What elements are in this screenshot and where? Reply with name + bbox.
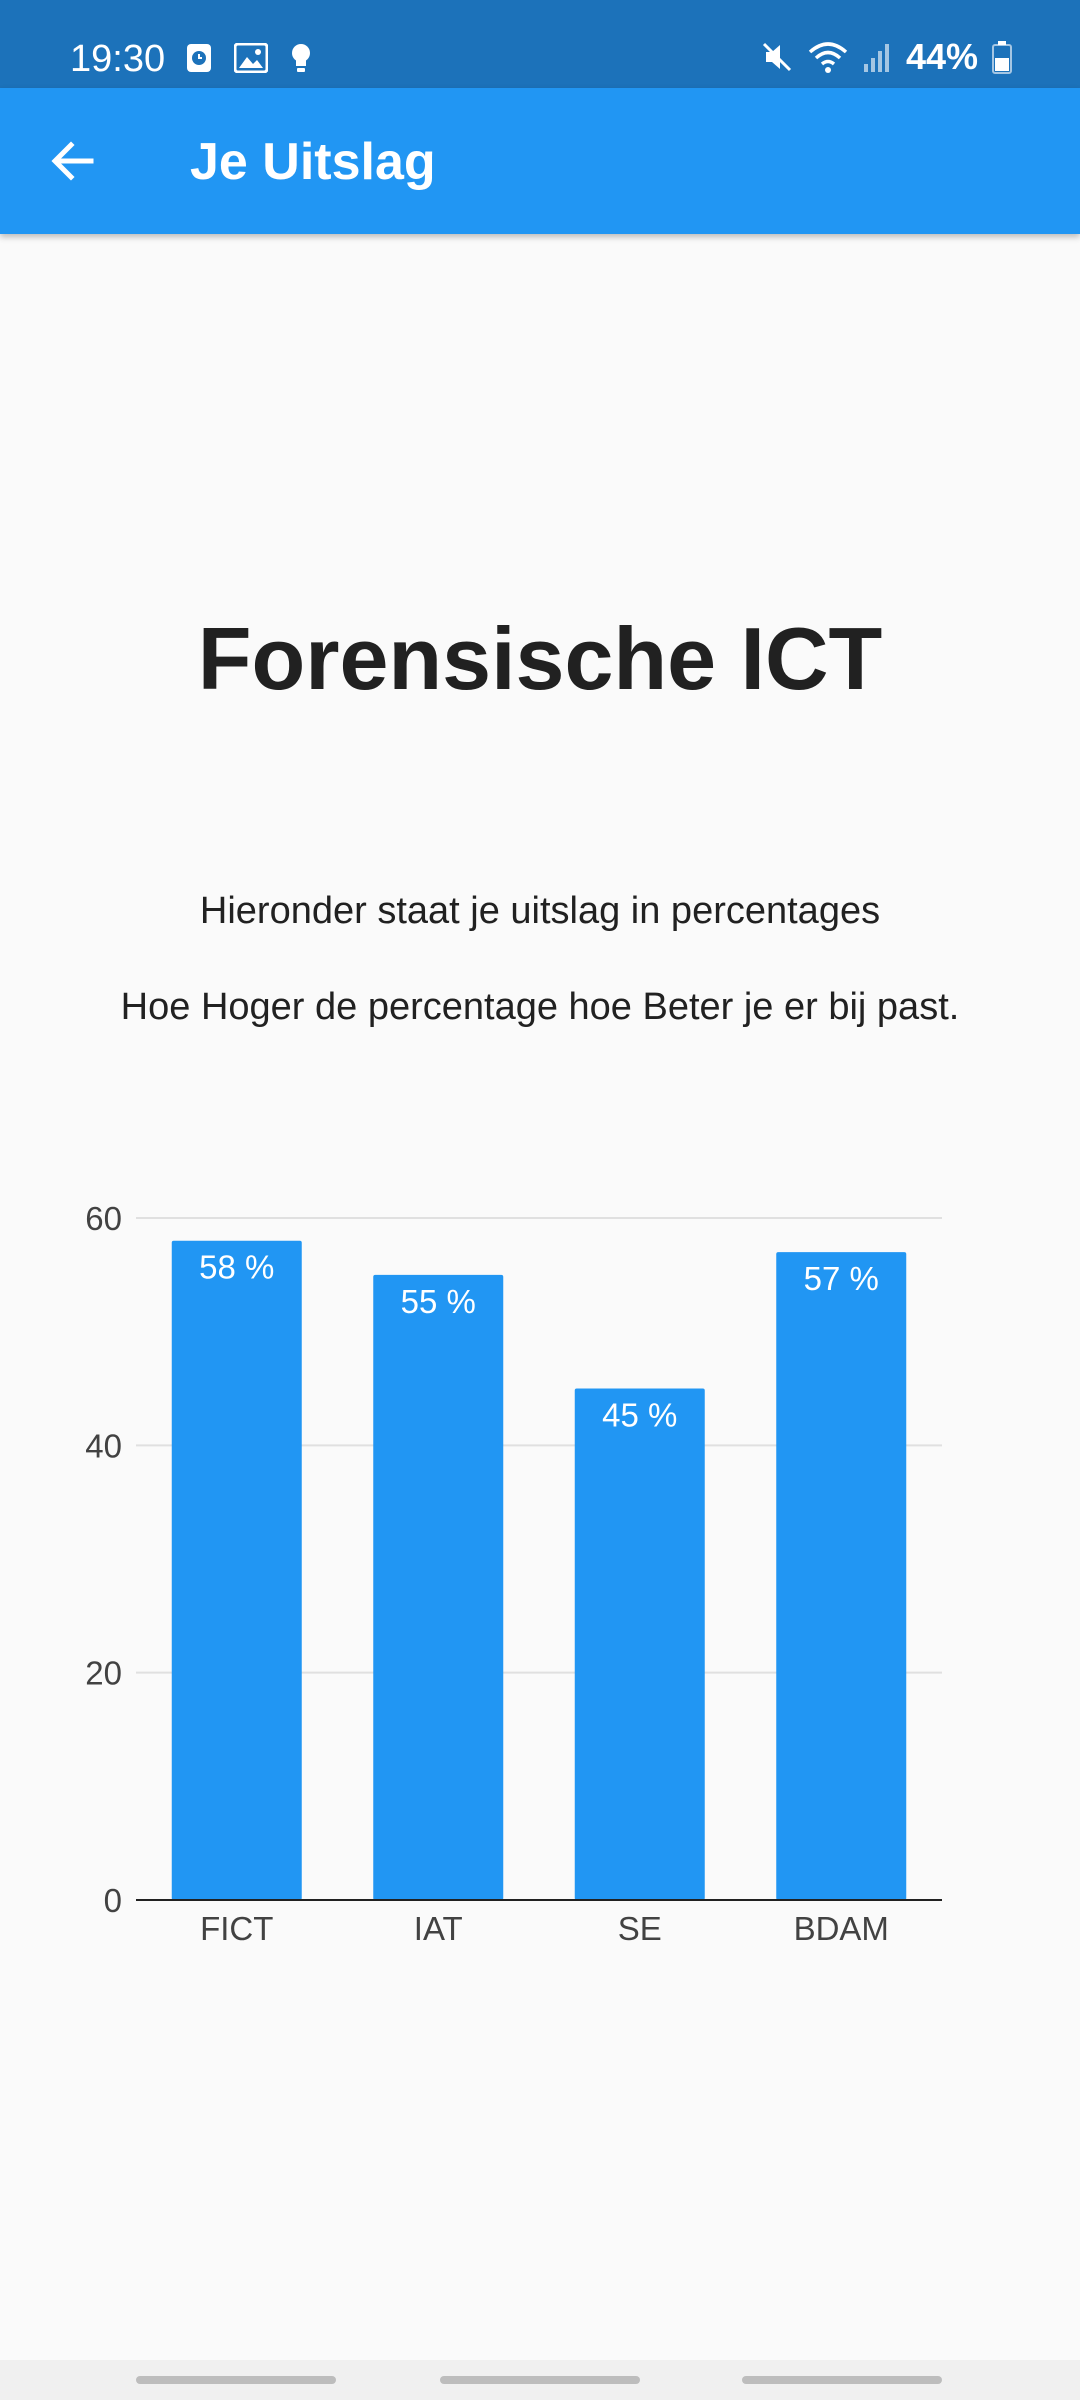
app-bar-title: Je Uitslag	[190, 133, 436, 191]
bulb-icon	[292, 44, 310, 72]
bar	[574, 1388, 705, 1900]
y-tick-label: 40	[85, 1427, 122, 1464]
alarm-icon	[187, 44, 211, 72]
back-arrow-icon	[51, 141, 94, 181]
x-tick-label: FICT	[200, 1910, 273, 1947]
status-bar: 19:30	[0, 0, 1080, 88]
intro-text-1: Hieronder staat je uitslag in percentage…	[199, 890, 881, 932]
results-bar-chart: 0 20 40 60 58 % FICT 55 % IAT 45 % SE 57 % BDAM	[0, 1180, 1080, 1980]
bar-value-label: 57 %	[804, 1260, 879, 1297]
bar-value-label: 55 %	[401, 1283, 476, 1320]
x-tick-label: IAT	[414, 1910, 463, 1947]
y-tick-label: 20	[85, 1655, 122, 1692]
y-tick-label: 0	[104, 1882, 122, 1919]
gallery-icon	[234, 43, 268, 73]
status-time: 19:30	[70, 38, 166, 80]
nav-handle-right[interactable]	[742, 2376, 942, 2384]
page-heading: Forensische ICT	[197, 609, 883, 708]
system-nav-bar	[0, 2360, 1080, 2400]
app-bar: Je Uitslag	[0, 88, 1080, 234]
nav-handle-center[interactable]	[440, 2376, 640, 2384]
battery-icon	[992, 41, 1012, 74]
wifi-icon	[808, 42, 848, 73]
status-icons-left	[186, 42, 312, 74]
x-tick-label: SE	[618, 1910, 662, 1947]
status-icons-right: 44%	[760, 36, 1012, 78]
bar	[171, 1240, 302, 1900]
bar	[776, 1252, 907, 1900]
chart-svg: 0 20 40 60 58 % FICT 55 % IAT 45 % SE 57 % BDAM	[85, 1200, 942, 1947]
mute-icon	[762, 42, 791, 72]
bar	[373, 1274, 504, 1900]
x-tick-label: BDAM	[794, 1910, 889, 1947]
signal-icon	[863, 44, 889, 72]
battery-percentage: 44%	[905, 36, 978, 77]
nav-handle-left[interactable]	[136, 2376, 336, 2384]
bar-value-label: 45 %	[602, 1397, 677, 1434]
y-tick-label: 60	[85, 1200, 122, 1237]
back-button[interactable]	[40, 128, 106, 194]
bar-value-label: 58 %	[199, 1249, 274, 1286]
intro-text-2: Hoe Hoger de percentage hoe Beter je er …	[120, 986, 960, 1028]
